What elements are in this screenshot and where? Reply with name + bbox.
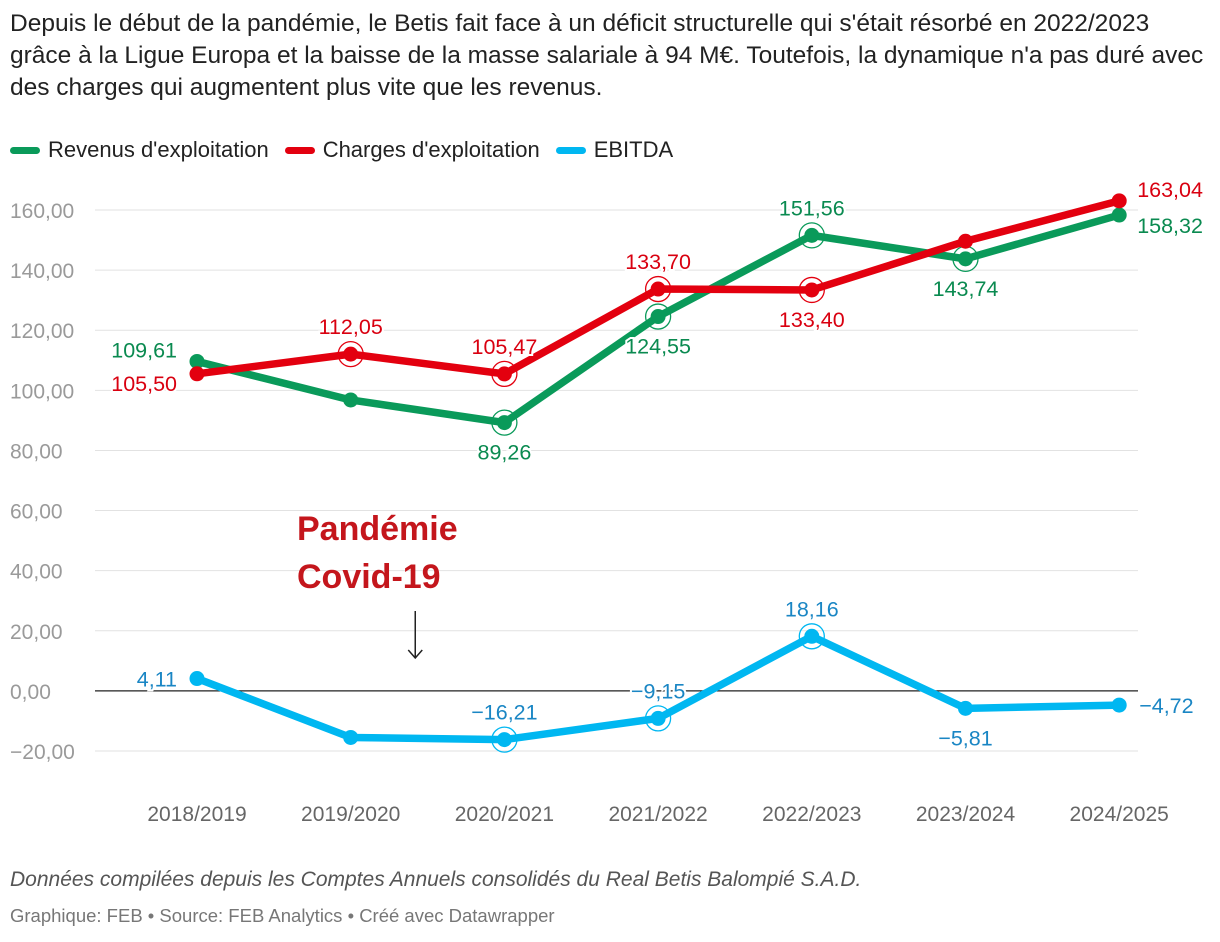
data-point-ring — [644, 275, 672, 303]
y-tick-label: 20,00 — [10, 621, 63, 644]
x-tick-label: 2023/2024 — [916, 803, 1016, 826]
data-label: 124,55 — [625, 335, 691, 359]
legend-item-revenus: Revenus d'exploitation — [10, 137, 269, 163]
data-label: 133,40 — [779, 308, 845, 332]
series-1: 105,50 112,05 105,47 133,70 133,40 163,04 — [109, 176, 1205, 398]
series-0: 109,61 89,26 124,55 151,56 143,74 158,32 — [109, 194, 1205, 466]
data-point — [1111, 193, 1127, 209]
legend-label-charges: Charges d'exploitation — [322, 137, 540, 162]
data-point — [958, 700, 973, 716]
annotation-text: Covid-19 — [297, 558, 441, 596]
legend-swatch-ebitda — [555, 146, 586, 154]
y-tick-label: −20,00 — [10, 741, 75, 764]
y-tick-label: 120,00 — [10, 320, 74, 343]
data-label: 89,26 — [477, 441, 531, 465]
y-tick-label: 140,00 — [10, 260, 74, 283]
data-point — [189, 366, 205, 382]
data-point — [958, 251, 973, 267]
data-point — [343, 729, 359, 745]
legend-label-ebitda: EBITDA — [593, 137, 674, 162]
legend-label-revenus: Revenus d'exploitation — [48, 137, 269, 162]
legend-swatch-charges — [284, 146, 315, 154]
data-point — [804, 282, 820, 298]
y-tick-label: 40,00 — [10, 561, 63, 584]
data-label: 158,32 — [1137, 214, 1203, 238]
annotation-text: Pandémie — [297, 510, 458, 548]
data-point — [189, 353, 205, 369]
data-point-ring — [798, 276, 825, 304]
x-tick-label: 2020/2021 — [455, 803, 554, 826]
data-point — [496, 366, 512, 382]
data-label: 143,74 — [933, 277, 999, 301]
data-point — [343, 346, 359, 362]
y-tick-label: 0,00 — [10, 681, 51, 704]
data-point — [650, 710, 666, 726]
data-point — [343, 392, 359, 408]
data-label: 112,05 — [319, 315, 383, 339]
x-tick-label: 2024/2025 — [1070, 803, 1169, 826]
data-point-ring — [798, 623, 825, 650]
data-point — [650, 281, 666, 297]
data-point — [496, 415, 512, 431]
chart-footer: Graphique: FEB • Source: FEB Analytics •… — [10, 905, 555, 926]
data-point-ring — [491, 409, 518, 436]
data-label: 105,47 — [472, 335, 538, 359]
x-tick-label: 2022/2023 — [762, 803, 861, 826]
data-point — [958, 233, 973, 249]
data-label: 18,16 — [785, 597, 839, 621]
legend-swatch-revenus — [10, 146, 40, 154]
data-label: 4,11 — [137, 668, 177, 692]
x-tick-label: 2019/2020 — [301, 803, 400, 826]
x-tick-label: 2018/2019 — [147, 803, 246, 826]
x-tick-label: 2021/2022 — [608, 803, 707, 826]
data-point — [650, 309, 666, 325]
chart-caption: Données compilées depuis les Comptes Ann… — [10, 868, 862, 891]
line-chart: −20,00 0,00 20,00 40,00 60,00 80,00 100,00 120,… — [10, 176, 1205, 826]
data-label: 163,04 — [1137, 178, 1203, 202]
y-tick-label: 80,00 — [10, 440, 63, 463]
series-2: 4,11 −16,21 −9,15 18,16 −5,81 −4,72 — [135, 595, 1196, 753]
data-point-ring — [644, 303, 672, 330]
data-point-ring — [644, 705, 672, 732]
data-label: −4,72 — [1139, 694, 1193, 718]
data-point — [1111, 207, 1127, 223]
data-point — [1111, 697, 1127, 713]
data-point — [804, 227, 820, 243]
legend-item-ebitda: EBITDA — [555, 137, 674, 163]
data-label: 109,61 — [111, 338, 177, 362]
data-point-ring — [798, 222, 825, 249]
data-point-ring — [337, 340, 364, 368]
data-label: −16,21 — [471, 701, 537, 725]
data-label: −5,81 — [938, 726, 992, 750]
data-label: 105,50 — [111, 372, 177, 396]
data-point — [804, 628, 820, 644]
legend: Revenus d'exploitation Charges d'exploit… — [10, 136, 689, 164]
data-point-ring — [491, 726, 518, 753]
data-point-ring — [491, 360, 518, 388]
legend-item-charges: Charges d'exploitation — [284, 137, 540, 163]
y-tick-label: 100,00 — [10, 380, 74, 403]
chart-title: Depuis le début de la pandémie, le Betis… — [10, 10, 1204, 101]
data-label: 133,70 — [625, 250, 691, 274]
y-tick-label: 160,00 — [10, 200, 74, 223]
annotation-arrow-head — [407, 649, 423, 660]
data-point — [189, 671, 205, 687]
data-label: 151,56 — [779, 196, 845, 220]
data-point — [496, 732, 512, 748]
y-tick-label: 60,00 — [10, 501, 63, 524]
data-label: −9,15 — [631, 679, 685, 703]
